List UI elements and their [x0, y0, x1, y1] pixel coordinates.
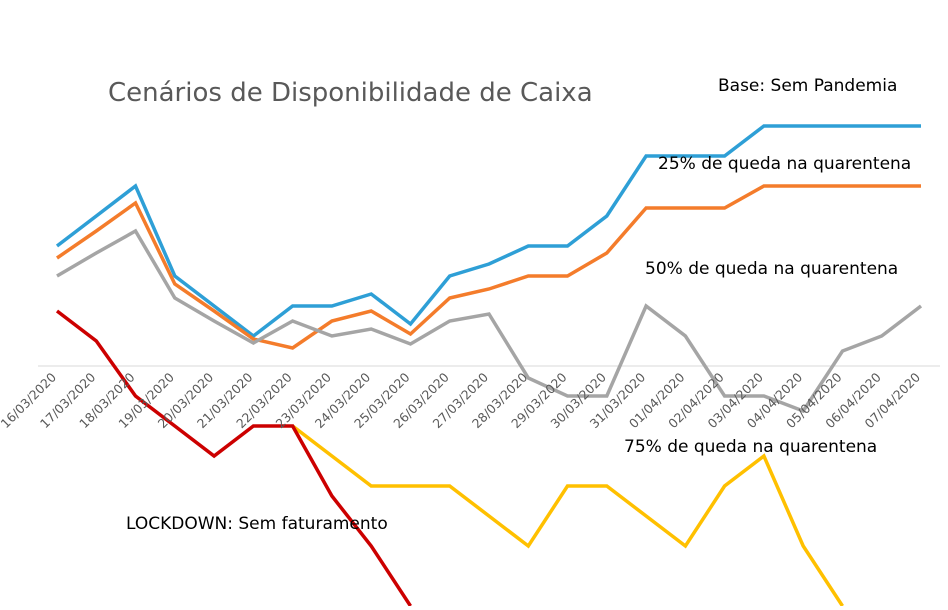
series-line-2: [56, 228, 923, 414]
series-line-4: [55, 309, 412, 607]
series-line-3: [291, 424, 844, 607]
series-label-lockdown: LOCKDOWN: Sem faturamento: [126, 514, 388, 534]
series-label-75: 75% de queda na quarentena: [624, 437, 878, 457]
series-line-0: [55, 124, 921, 339]
series-label-50: 50% de queda na quarentena: [645, 259, 899, 279]
chart-title: Cenários de Disponibilidade de Caixa: [108, 78, 593, 108]
series-label-base: Base: Sem Pandemia: [718, 76, 898, 96]
series-line-1: [56, 184, 921, 350]
series-label-25: 25% de queda na quarentena: [658, 154, 912, 174]
